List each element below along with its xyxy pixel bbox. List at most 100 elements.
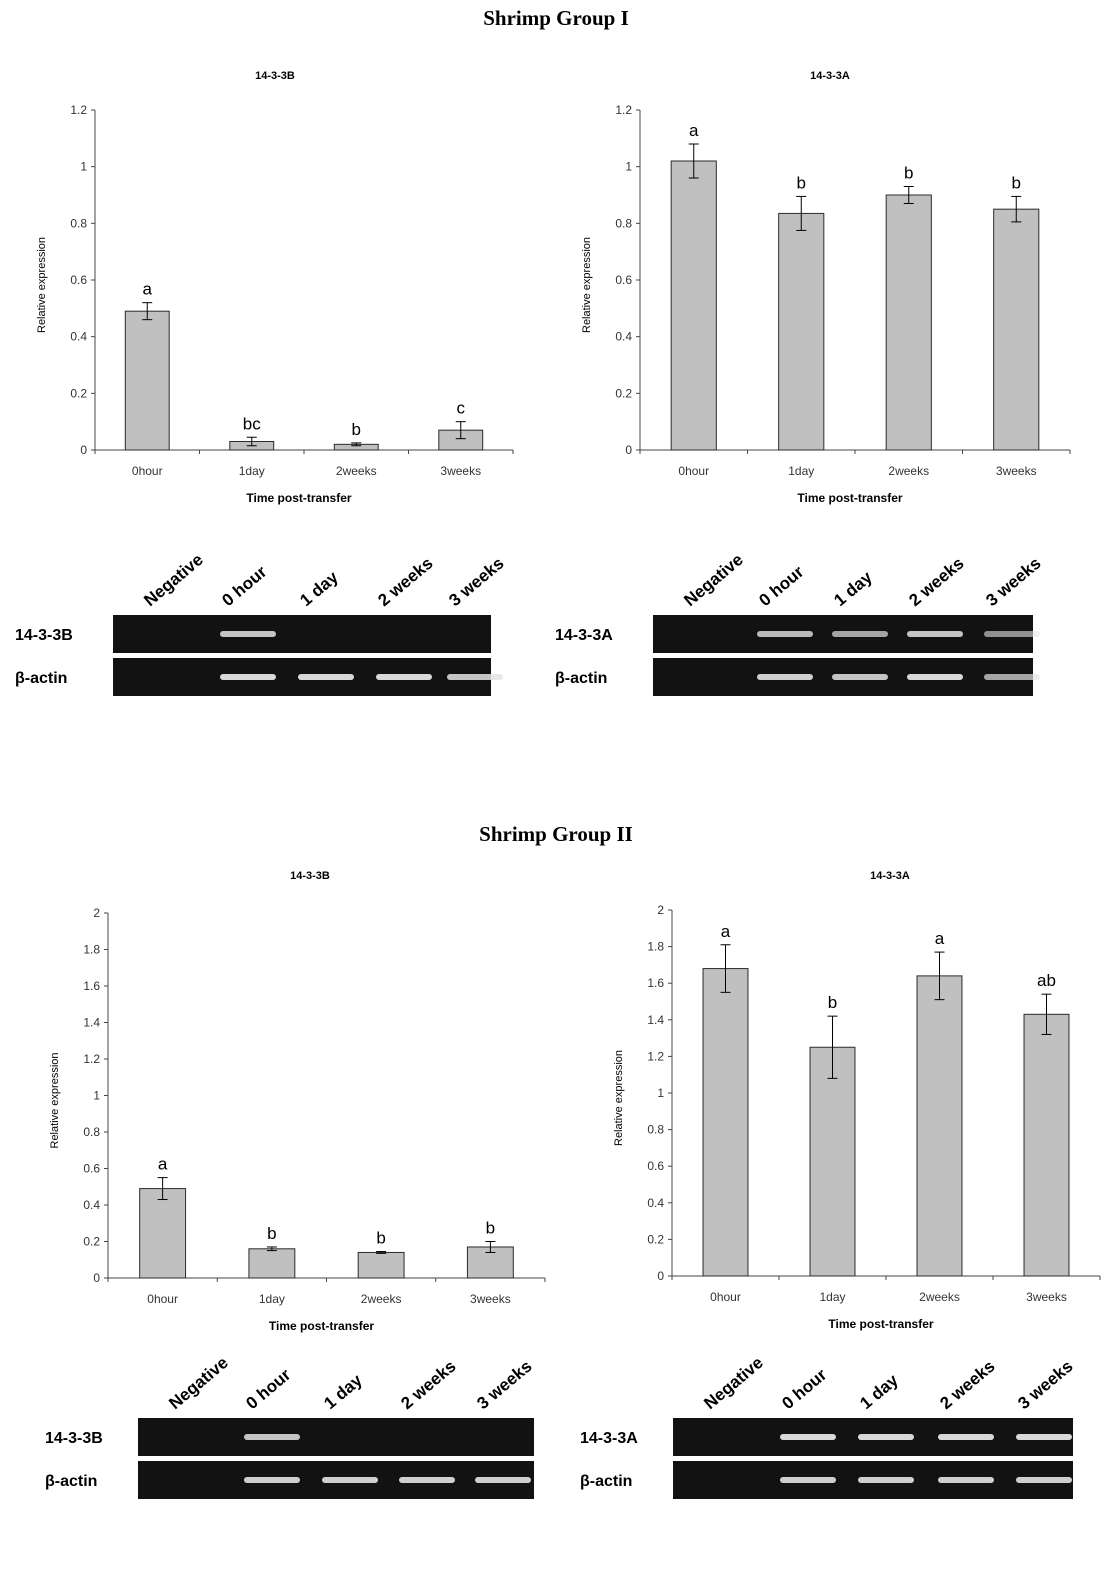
significance-letter: a bbox=[721, 922, 731, 941]
x-tick-label: 0hour bbox=[710, 1290, 741, 1304]
y-tick-label: 0.8 bbox=[83, 1125, 100, 1139]
y-tick-label: 0.8 bbox=[615, 216, 632, 230]
y-tick-label: 1 bbox=[93, 1089, 100, 1103]
gel-band bbox=[376, 674, 432, 680]
bar bbox=[670, 160, 717, 451]
gel-band bbox=[938, 1434, 994, 1440]
bar bbox=[809, 1046, 856, 1277]
bar bbox=[916, 975, 963, 1277]
gel-band bbox=[858, 1477, 914, 1483]
x-tick-label: 3weeks bbox=[996, 464, 1037, 478]
lane-label: 3 weeks bbox=[982, 554, 1044, 610]
lane-label: 3 weeks bbox=[1014, 1357, 1076, 1413]
bar-chart-group1-14-3-3a: 14-3-3A 0 0.2 0.4 0.6 0.8 1 1.2 0hour 1day 2weeks 3… bbox=[581, 70, 1071, 505]
chart-title: 14-3-3A bbox=[810, 70, 850, 82]
group-title-1: Shrimp Group I bbox=[483, 6, 629, 30]
x-axis-label: Time post-transfer bbox=[828, 1317, 933, 1331]
gel-band bbox=[858, 1434, 914, 1440]
gel-group2-14-3-3a: Negative 0 hour 1 day 2 weeks 3 weeks 14-3-3A… bbox=[580, 1353, 1077, 1499]
y-tick-label: 0 bbox=[80, 443, 87, 457]
x-axis-label: Time post-transfer bbox=[797, 491, 902, 505]
gel-strip bbox=[138, 1418, 534, 1456]
lane-label: 3 weeks bbox=[473, 1357, 535, 1413]
y-tick-label: 0.6 bbox=[83, 1162, 100, 1176]
x-tick-label: 0hour bbox=[678, 464, 709, 478]
x-tick-label: 3weeks bbox=[440, 464, 481, 478]
lane-label: Negative bbox=[680, 550, 747, 610]
gel-row-label: 14-3-3A bbox=[580, 1430, 638, 1447]
significance-letter: a bbox=[158, 1155, 168, 1174]
y-tick-label: 0.8 bbox=[70, 216, 87, 230]
gel-band bbox=[984, 674, 1040, 680]
significance-letter: ab bbox=[1037, 971, 1056, 990]
y-tick-label: 0.8 bbox=[647, 1123, 664, 1137]
gel-band bbox=[220, 674, 276, 680]
gel-row-label: β-actin bbox=[580, 1473, 632, 1490]
gel-band bbox=[322, 1477, 378, 1483]
gel-band bbox=[447, 674, 503, 680]
y-tick-label: 0.2 bbox=[83, 1235, 100, 1249]
y-tick-label: 0.6 bbox=[615, 273, 632, 287]
significance-letter: c bbox=[457, 399, 466, 418]
lane-label: 2 weeks bbox=[905, 554, 967, 610]
significance-letter: b bbox=[904, 164, 913, 183]
chart-title: 14-3-3A bbox=[870, 870, 910, 882]
significance-letter: bc bbox=[243, 414, 261, 433]
lane-label: 2 weeks bbox=[397, 1357, 459, 1413]
x-tick-label: 3weeks bbox=[470, 1292, 511, 1306]
y-axis-label: Relative expression bbox=[49, 1053, 61, 1149]
gel-band bbox=[780, 1477, 836, 1483]
group-title-2: Shrimp Group II bbox=[479, 822, 633, 846]
bar bbox=[124, 310, 170, 451]
y-tick-label: 1.2 bbox=[83, 1052, 100, 1066]
chart-title: 14-3-3B bbox=[290, 870, 330, 882]
lane-label: 0 hour bbox=[755, 562, 807, 610]
chart-title: 14-3-3B bbox=[255, 70, 295, 82]
y-tick-label: 2 bbox=[657, 903, 664, 917]
bar bbox=[702, 968, 749, 1277]
y-tick-label: 1 bbox=[80, 160, 87, 174]
lane-label: 1 day bbox=[856, 1370, 902, 1413]
gel-band bbox=[244, 1477, 300, 1483]
gel-band bbox=[757, 631, 813, 637]
lane-label: Negative bbox=[700, 1353, 767, 1413]
x-axis-label: Time post-transfer bbox=[269, 1319, 374, 1333]
bar bbox=[885, 194, 932, 451]
y-tick-label: 1.6 bbox=[647, 976, 664, 990]
gel-row-label: β-actin bbox=[15, 670, 67, 687]
y-tick-label: 0.4 bbox=[83, 1198, 100, 1212]
lane-label: 0 hour bbox=[242, 1365, 294, 1413]
y-tick-label: 1.8 bbox=[647, 940, 664, 954]
y-tick-label: 1.2 bbox=[70, 103, 87, 117]
y-axis-label: Relative expression bbox=[36, 237, 48, 333]
significance-letter: b bbox=[376, 1229, 385, 1248]
x-tick-label: 3weeks bbox=[1026, 1290, 1067, 1304]
bar bbox=[778, 212, 825, 451]
gel-band bbox=[220, 631, 276, 637]
gel-band bbox=[832, 631, 888, 637]
gel-band bbox=[244, 1434, 300, 1440]
y-tick-label: 0 bbox=[625, 443, 632, 457]
lane-label: Negative bbox=[165, 1353, 232, 1413]
gel-group2-14-3-3b: Negative 0 hour 1 day 2 weeks 3 weeks 14-3-3B… bbox=[45, 1353, 536, 1499]
gel-group1-14-3-3a: Negative 0 hour 1 day 2 weeks 3 weeks 14-3-3A… bbox=[555, 550, 1045, 696]
y-tick-label: 1 bbox=[657, 1086, 664, 1100]
gel-band bbox=[399, 1477, 455, 1483]
significance-letter: a bbox=[935, 929, 945, 948]
significance-letter: b bbox=[828, 993, 837, 1012]
gel-band bbox=[475, 1477, 531, 1483]
x-tick-label: 1day bbox=[259, 1292, 285, 1306]
significance-letter: b bbox=[352, 420, 361, 439]
gel-band bbox=[907, 631, 963, 637]
bar bbox=[1023, 1013, 1070, 1277]
lane-label: 1 day bbox=[296, 567, 342, 610]
lane-label: 3 weeks bbox=[445, 554, 507, 610]
y-tick-label: 0.4 bbox=[615, 330, 632, 344]
lane-label: 0 hour bbox=[218, 562, 270, 610]
y-tick-label: 1.4 bbox=[647, 1013, 664, 1027]
gel-group1-14-3-3b: Negative 0 hour 1 day 2 weeks 3 weeks 14-3-3B… bbox=[15, 550, 508, 696]
x-axis-label: Time post-transfer bbox=[246, 491, 351, 505]
lane-label: 1 day bbox=[320, 1370, 366, 1413]
gel-band bbox=[1016, 1477, 1072, 1483]
y-tick-label: 1.2 bbox=[647, 1049, 664, 1063]
